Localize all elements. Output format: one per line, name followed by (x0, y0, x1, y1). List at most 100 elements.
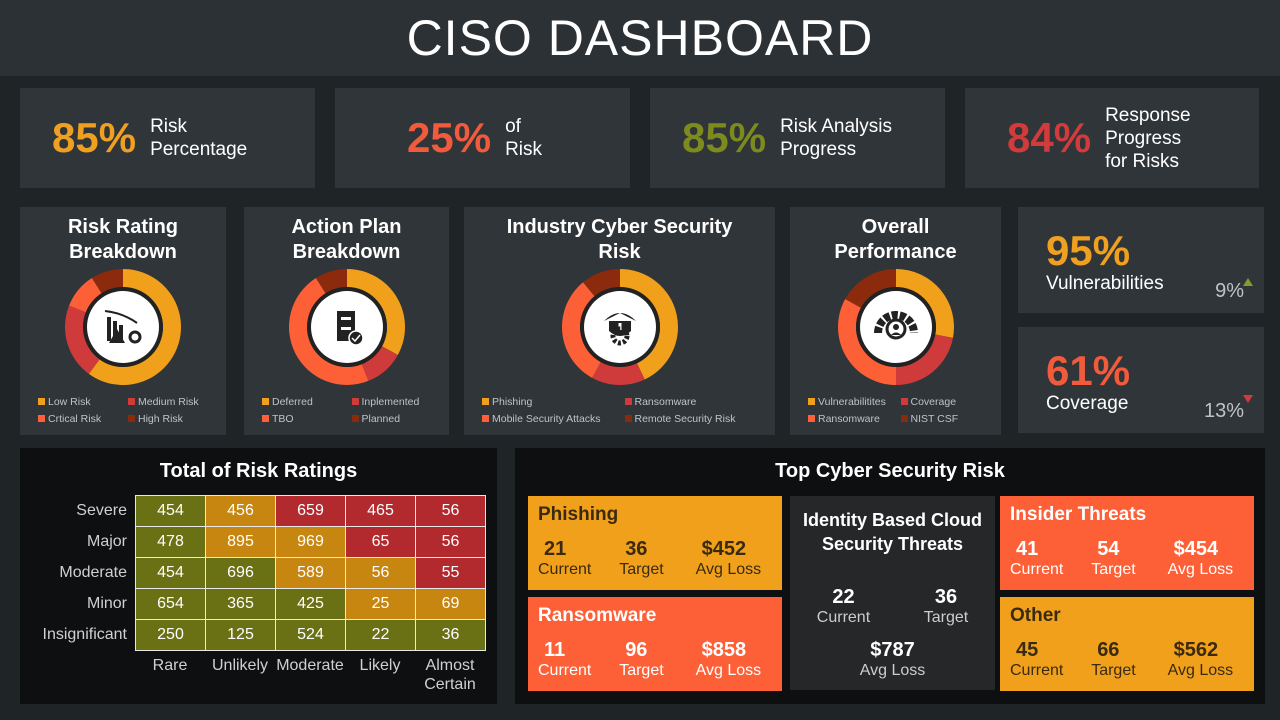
heatmap-cell: 25 (345, 588, 416, 620)
target-label: Target (619, 561, 664, 578)
coverage-change: 13% (1203, 400, 1244, 422)
kpi-value: 85% (52, 114, 137, 161)
top-risk-title: Top Cyber Security Risk (775, 460, 1005, 482)
current-value: 22 (832, 586, 855, 608)
donut-chart (65, 269, 182, 386)
target-value: 54 (1097, 538, 1120, 560)
legend-item: Mobile Security Attacks (482, 413, 625, 425)
loss-value: $562 (1173, 639, 1219, 661)
heatmap-cell: 478 (135, 526, 206, 558)
panel-title: Action Plan Breakdown (291, 216, 402, 263)
column-label: Rare (152, 657, 188, 674)
target-label: Target (619, 662, 664, 679)
legend-item: Ransomware (808, 413, 901, 425)
shield-gear-warning-icon (603, 313, 636, 346)
vulnerabilities-value: 95% (1046, 227, 1131, 274)
loss-label: Avg Loss (859, 662, 926, 679)
heatmap-cell: 55 (415, 557, 486, 589)
page-title: CISO DASHBOARD (0, 0, 1280, 76)
legend-swatch (808, 415, 815, 422)
gauge-gear-user-icon (873, 311, 918, 340)
target-label: Target (1091, 662, 1136, 679)
loss-label: Avg Loss (695, 662, 762, 679)
legend-item: Low Risk (38, 396, 128, 408)
current-value: 41 (1016, 538, 1039, 560)
legend-swatch (900, 415, 908, 422)
legend-item: Remote Security Risk (624, 413, 768, 425)
kpi-value: 25% (407, 114, 492, 161)
row-label: Moderate (59, 564, 127, 581)
legend-label: Mobile Security Attacks (492, 413, 601, 425)
legend-swatch (808, 398, 815, 405)
donut-segment-planned (315, 269, 347, 294)
panel-title: Risk Rating Breakdown (67, 216, 179, 263)
row-label: Insignificant (42, 626, 128, 643)
heatmap-cell: 969 (275, 526, 346, 558)
current-label: Current (1010, 561, 1064, 578)
legend-label: Ransomware (634, 396, 697, 408)
heatmap-cell: 659 (275, 495, 346, 527)
legend-swatch (482, 415, 489, 422)
legend-swatch (351, 415, 359, 422)
top-cyber-security-risk: Top Cyber Security Risk Identity Based C… (515, 448, 1265, 704)
donut-segment-remote-security-risk (582, 269, 620, 297)
legend-label: Planned (361, 413, 401, 425)
legend-label: Crtical Risk (48, 413, 102, 425)
donut-segment-medium-risk (65, 305, 100, 374)
column-label: Likely (359, 657, 401, 674)
loss-value: $452 (701, 538, 747, 560)
risk-card-ransomware: Ransomware 11 Current 96 Target $858 Avg Loss (528, 597, 782, 691)
loss-label: Avg Loss (1167, 561, 1234, 578)
legend-item: TBO (262, 413, 352, 425)
coverage-value: 61% (1046, 347, 1131, 394)
donut-chart (837, 269, 954, 385)
donut-segment-tbo (288, 278, 368, 385)
kpi-card-risk-analysis: 85% Risk Analysis Progress (650, 88, 945, 188)
row-label: Major (86, 533, 127, 550)
chart-legend: Low Risk Medium Risk Crtical Risk High Risk (38, 396, 218, 425)
current-value: 11 (544, 639, 566, 661)
heatmap-cell: 895 (205, 526, 276, 558)
declining-chart-warning-icon (104, 310, 142, 344)
kpi-label: Risk Analysis Progress (780, 116, 892, 160)
legend-item: Medium Risk (128, 396, 218, 408)
heatmap-cell: 250 (135, 619, 206, 651)
legend-swatch (624, 415, 632, 422)
heatmap-row: 454 456 659 465 56 (135, 495, 486, 527)
heatmap-row: 250 125 524 22 36 (135, 619, 486, 651)
legend-item: Inplemented (351, 396, 442, 408)
document-check-icon (336, 311, 364, 346)
kpi-card-risk-percentage: 85% Risk Percentage (20, 88, 315, 188)
chart-legend: Vulnerabilitites Coverage Ransomware NIST C… (808, 396, 993, 425)
vulnerabilities-card: 95% Vulnerabilities 9% (1018, 207, 1264, 313)
donut-panel-2: Industry Cyber Security Risk Phishing Rans… (464, 207, 775, 435)
risk-card-insider-threats: Insider Threats 41 Current 54 Target $454 Avg … (1000, 496, 1254, 590)
target-value: 36 (934, 586, 958, 608)
heatmap-cell: 36 (415, 619, 486, 651)
card-name: Insider Threats (1010, 504, 1147, 525)
heatmap-cell: 524 (275, 619, 346, 651)
coverage-card: 61% Coverage 13% (1018, 327, 1264, 433)
panel-title: Industry Cyber Security Risk (506, 216, 733, 263)
row-label: Severe (76, 502, 127, 519)
coverage-label: Coverage (1046, 393, 1129, 414)
donut-segment-ransomware (837, 299, 896, 385)
risk-card-phishing: Phishing 21 Current 36 Target $452 Avg Loss (528, 496, 782, 590)
heatmap-cell: 425 (275, 588, 346, 620)
kpi-label: Risk Percentage (150, 116, 248, 160)
legend-item: High Risk (128, 413, 218, 425)
legend-label: Low Risk (48, 396, 91, 408)
legend-label: Coverage (910, 396, 957, 408)
legend-swatch (262, 415, 269, 422)
donut-segment-deferred (346, 269, 405, 355)
row-label: Minor (86, 595, 127, 612)
donut-panel-1: Action Plan Breakdown Deferred Inplemented… (244, 207, 449, 435)
donut-segment-high-risk (91, 269, 123, 294)
card-name: Identity Based Cloud Security Threats (802, 510, 982, 554)
legend-label: TBO (272, 413, 294, 425)
legend-label: Remote Security Risk (634, 413, 736, 425)
legend-swatch (900, 398, 908, 405)
donut-segment-mobile-security-attacks (561, 282, 601, 378)
legend-label: Medium Risk (138, 396, 199, 408)
vulnerabilities-change: 9% (1215, 280, 1244, 302)
